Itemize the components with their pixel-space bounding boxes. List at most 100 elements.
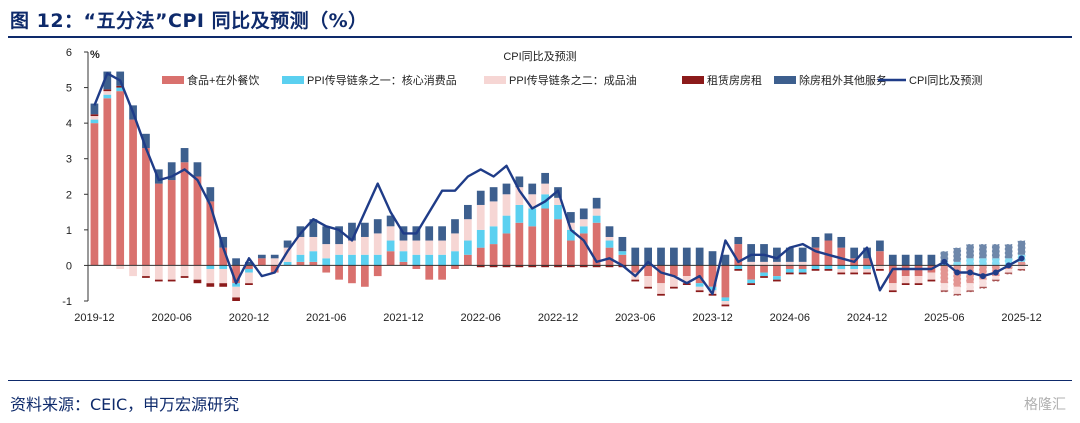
- bar-segment: [901, 265, 910, 277]
- bar-segment: [785, 268, 794, 273]
- bar-segment: [296, 226, 305, 237]
- bar-segment: [824, 233, 833, 241]
- bar-segment: [167, 180, 176, 266]
- bar-segment: [1004, 268, 1013, 273]
- bar-segment: [579, 265, 588, 268]
- bar-segment: [811, 236, 820, 248]
- bar-segment: [953, 261, 962, 266]
- bar-segment: [232, 286, 240, 298]
- x-tick-label: 2024-12: [847, 312, 887, 324]
- bar-segment: [760, 272, 768, 277]
- bar-segment: [219, 236, 228, 248]
- bar-segment: [476, 265, 485, 268]
- bar-segment: [670, 265, 678, 277]
- x-tick-label: 2023-06: [615, 312, 655, 324]
- bar-segment: [773, 261, 781, 266]
- bar-segment: [103, 89, 112, 92]
- bar-segment: [579, 208, 588, 220]
- bar-segment: [1017, 261, 1026, 266]
- bar-segment: [528, 265, 537, 268]
- bar-segment: [798, 247, 807, 262]
- bar-segment: [219, 247, 228, 266]
- bar-segment: [773, 279, 781, 282]
- bar-segment: [940, 290, 949, 293]
- bar-segment: [914, 265, 923, 277]
- bar-segment: [798, 268, 807, 273]
- forecast-point: [967, 269, 974, 276]
- bar-segment: [1017, 240, 1026, 255]
- bar-segment: [528, 194, 537, 209]
- bar-segment: [554, 197, 562, 205]
- bar-segment: [837, 265, 846, 269]
- bar-segment: [824, 265, 833, 269]
- bar-segment: [360, 265, 369, 287]
- bar-segment: [837, 272, 846, 275]
- x-tick-label: 2025-06: [924, 312, 964, 324]
- bar-segment: [631, 247, 640, 266]
- bar-segment: [90, 116, 99, 120]
- bar-segment: [940, 251, 949, 262]
- bar-segment: [245, 272, 253, 284]
- x-tick-label: 2025-12: [1001, 312, 1041, 324]
- bar-segment: [116, 85, 125, 88]
- bar-segment: [232, 297, 240, 301]
- bar-segment: [888, 265, 897, 284]
- bar-segment: [502, 215, 511, 234]
- bar-segment: [953, 293, 962, 296]
- forecast-point: [1005, 262, 1012, 269]
- bar-segment: [708, 251, 717, 266]
- bar-segment: [232, 258, 240, 266]
- bar-segment: [348, 240, 356, 255]
- bar-segment: [103, 91, 112, 95]
- bar-segment: [747, 283, 756, 285]
- bar-segment: [554, 204, 562, 220]
- bar-segment: [206, 268, 215, 284]
- forecast-point: [941, 258, 948, 265]
- bar-segment: [734, 236, 743, 245]
- bar-segment: [154, 265, 163, 280]
- bar-segment: [721, 304, 730, 307]
- bar-segment: [850, 247, 859, 259]
- bar-segment: [270, 265, 279, 273]
- bar-segment: [451, 251, 459, 266]
- bar-segment: [657, 283, 665, 294]
- x-tick-label: 2019-12: [74, 312, 114, 324]
- bar-segment: [489, 265, 498, 268]
- bar-segment: [180, 162, 189, 266]
- bar-segment: [348, 265, 356, 284]
- bar-segment: [579, 226, 588, 234]
- bar-segment: [142, 265, 150, 277]
- y-tick-label: 4: [66, 118, 72, 130]
- forecast-point: [954, 269, 961, 276]
- bar-segment: [270, 254, 279, 259]
- bar-segment: [644, 286, 652, 289]
- bar-segment: [425, 240, 434, 255]
- bar-segment: [283, 261, 292, 266]
- bar-segment: [425, 254, 434, 266]
- bar-segment: [721, 301, 730, 305]
- bar-segment: [129, 265, 137, 277]
- bar-segment: [708, 286, 717, 291]
- bar-segment: [940, 283, 949, 291]
- bar-segment: [773, 247, 781, 262]
- bar-segment: [232, 283, 240, 287]
- bar-segment: [245, 261, 253, 266]
- bar-segment: [605, 247, 614, 266]
- legend-label: 除房租外其他服务: [799, 73, 887, 87]
- bar-segment: [747, 244, 756, 262]
- bar-segment: [283, 240, 292, 248]
- bar-segment: [747, 265, 756, 280]
- bar-segment: [592, 265, 601, 268]
- bar-segment: [219, 265, 228, 269]
- bar-segment: [386, 215, 395, 227]
- bar-segment: [476, 204, 485, 230]
- bar-segment: [785, 265, 794, 269]
- bar-segment: [90, 119, 99, 124]
- forecast-bar-outline: [1004, 243, 1013, 275]
- bar-segment: [901, 276, 910, 284]
- bar-segment: [515, 204, 524, 223]
- forecast-bar-outline: [978, 243, 988, 289]
- bar-segment: [863, 258, 871, 266]
- y-tick-label: 6: [66, 47, 72, 59]
- bar-segment: [567, 212, 575, 223]
